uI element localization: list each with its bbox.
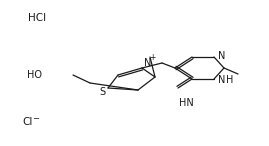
Text: N: N — [144, 58, 151, 68]
Text: HO: HO — [27, 70, 42, 80]
Text: −: − — [32, 114, 39, 124]
Text: N: N — [218, 51, 225, 61]
Text: HCl: HCl — [28, 13, 46, 23]
Text: +: + — [149, 53, 155, 62]
Text: S: S — [99, 87, 105, 97]
Text: Cl: Cl — [22, 117, 32, 127]
Text: N: N — [218, 75, 225, 85]
Text: HN: HN — [179, 98, 193, 108]
Text: H: H — [226, 75, 233, 85]
